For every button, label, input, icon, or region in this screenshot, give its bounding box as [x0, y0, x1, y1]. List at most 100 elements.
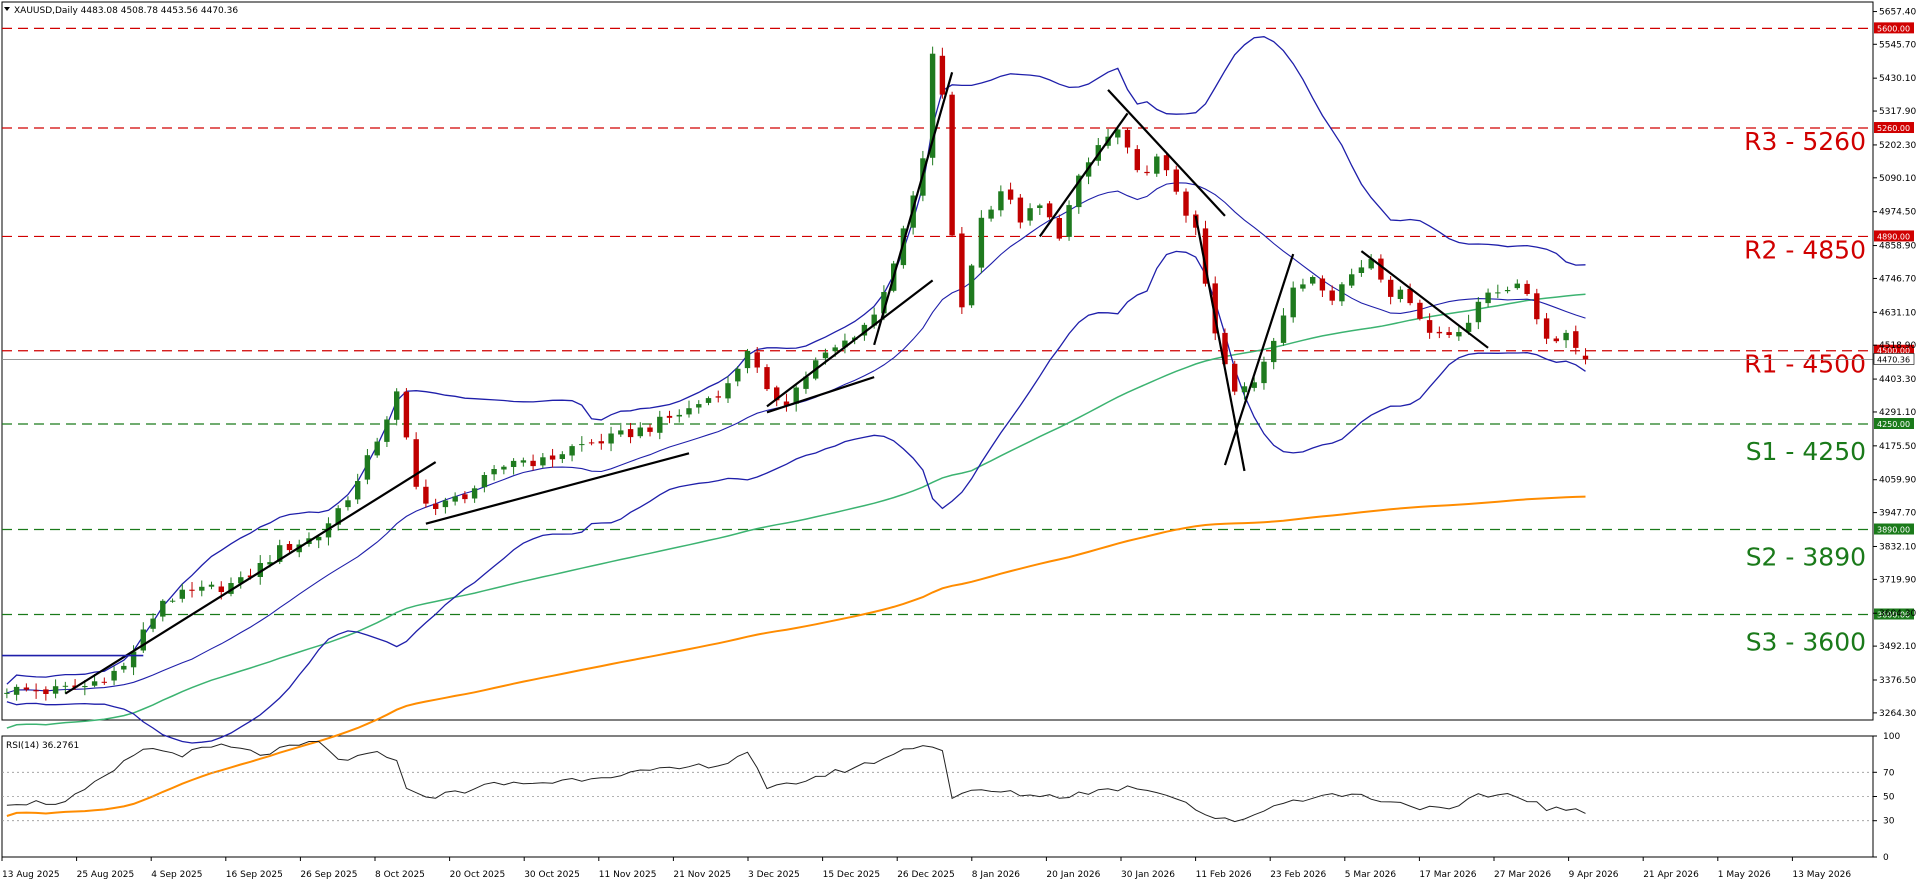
- rsi-tick-label: 50: [1883, 793, 1895, 803]
- level-label: S1 - 4250: [1746, 437, 1866, 466]
- time-tick-label: 8 Jan 2026: [972, 870, 1020, 880]
- bull-candle: [735, 368, 741, 382]
- time-tick-label: 1 May 2026: [1718, 870, 1771, 880]
- bull-candle: [1027, 208, 1033, 221]
- chart-frame: [1, 1, 1874, 858]
- rsi-tick-label: 0: [1883, 853, 1889, 863]
- bear-candle: [939, 55, 946, 95]
- trendline: [64, 461, 437, 695]
- level-price-tag: [1874, 122, 1914, 134]
- bear-candle: [1573, 331, 1579, 348]
- bull-candle: [686, 408, 692, 415]
- bear-candle: [1534, 293, 1540, 320]
- bull-candle: [900, 228, 907, 266]
- bear-candle: [462, 494, 468, 500]
- bull-candle: [150, 618, 156, 629]
- bear-candle: [1446, 332, 1452, 335]
- level-label: R1 - 4500: [1744, 350, 1866, 379]
- bear-candle: [1582, 355, 1589, 360]
- bull-candle: [676, 414, 682, 417]
- level-price-tag: [1874, 418, 1914, 430]
- bear-candle: [1553, 338, 1559, 342]
- bear-candle: [949, 94, 955, 236]
- bear-candle: [666, 415, 673, 418]
- bull-candle: [1504, 290, 1511, 292]
- bear-candle: [598, 441, 604, 444]
- time-tick-label: 15 Dec 2025: [823, 870, 881, 880]
- bear-candle: [549, 455, 556, 460]
- bull-candle: [394, 391, 400, 420]
- bear-candle: [1329, 290, 1335, 301]
- bollinger-upper-line: [6, 36, 1586, 685]
- bull-candle: [471, 488, 478, 499]
- level-price-tag: [1874, 608, 1914, 620]
- bull-candle: [228, 583, 234, 594]
- bear-candle: [286, 544, 293, 551]
- level-price-tag-text: 4890.00: [1877, 232, 1910, 241]
- price-tick-label: 3376.50: [1879, 676, 1916, 686]
- bear-candle: [647, 427, 653, 432]
- bull-candle: [238, 577, 244, 584]
- bull-candle: [1465, 322, 1472, 332]
- bull-candle: [257, 563, 263, 577]
- time-tick-label: 5 Mar 2026: [1345, 870, 1397, 880]
- price-tick-label: 5545.70: [1879, 40, 1916, 50]
- level-label: S3 - 3600: [1746, 627, 1866, 656]
- bear-candle: [764, 367, 770, 390]
- bear-candle: [1426, 320, 1433, 333]
- moving-averages-and-bands: [6, 36, 1586, 817]
- time-tick-label: 26 Sep 2025: [300, 870, 357, 880]
- bull-candle: [160, 600, 166, 617]
- level-price-tag: [1874, 523, 1914, 535]
- bull-candle: [52, 686, 59, 694]
- price-tick-label: 5317.90: [1879, 107, 1916, 117]
- bear-candle: [959, 233, 965, 308]
- level-price-tag: [1874, 230, 1914, 242]
- level-price-tag: [1874, 344, 1914, 356]
- level-price-tag-text: 3600.00: [1877, 610, 1910, 619]
- bull-candle: [1563, 332, 1569, 341]
- bull-candle: [374, 441, 380, 456]
- bull-candle: [510, 460, 517, 467]
- bull-candle: [442, 500, 449, 508]
- bull-candle: [1349, 274, 1355, 286]
- rsi-header: RSI(14) 36.2761: [6, 741, 79, 751]
- time-tick-label: 16 Sep 2025: [226, 870, 283, 880]
- bull-candle: [1310, 277, 1316, 284]
- bull-candle: [637, 427, 643, 437]
- rsi-tick-label: 70: [1883, 768, 1895, 778]
- ma-green-line: [6, 293, 1586, 729]
- bull-candle: [13, 686, 20, 695]
- price-tick-label: 4974.50: [1879, 208, 1916, 218]
- bull-candle: [968, 265, 975, 306]
- trendline: [1223, 253, 1295, 466]
- bull-candle: [335, 508, 341, 525]
- time-tick-label: 25 Aug 2025: [77, 870, 135, 880]
- bull-candle: [822, 352, 829, 359]
- bull-candle: [540, 457, 546, 466]
- bull-candle: [179, 589, 185, 599]
- bear-candle: [1407, 288, 1413, 304]
- level-label: R2 - 4850: [1744, 235, 1866, 264]
- price-tick-label: 4858.90: [1879, 242, 1916, 252]
- bull-candle: [1475, 301, 1482, 323]
- bull-candle: [988, 209, 994, 219]
- bear-candle: [1056, 218, 1062, 239]
- bull-candle: [208, 584, 215, 587]
- collapse-arrow-icon[interactable]: [4, 7, 10, 11]
- rsi-line: [6, 741, 1586, 823]
- bull-candle: [744, 350, 751, 369]
- trendline: [766, 279, 934, 408]
- bear-candle: [1124, 129, 1131, 148]
- bull-candle: [1495, 292, 1501, 294]
- time-tick-label: 8 Oct 2025: [375, 870, 425, 880]
- bull-candle: [725, 383, 731, 399]
- time-tick-label: 27 Mar 2026: [1494, 870, 1551, 880]
- bull-candle: [4, 692, 10, 694]
- bull-candle: [929, 53, 936, 158]
- bear-candle: [1173, 169, 1179, 192]
- bull-candle: [121, 665, 127, 670]
- bull-candle: [1037, 205, 1043, 208]
- bull-candle: [832, 347, 838, 352]
